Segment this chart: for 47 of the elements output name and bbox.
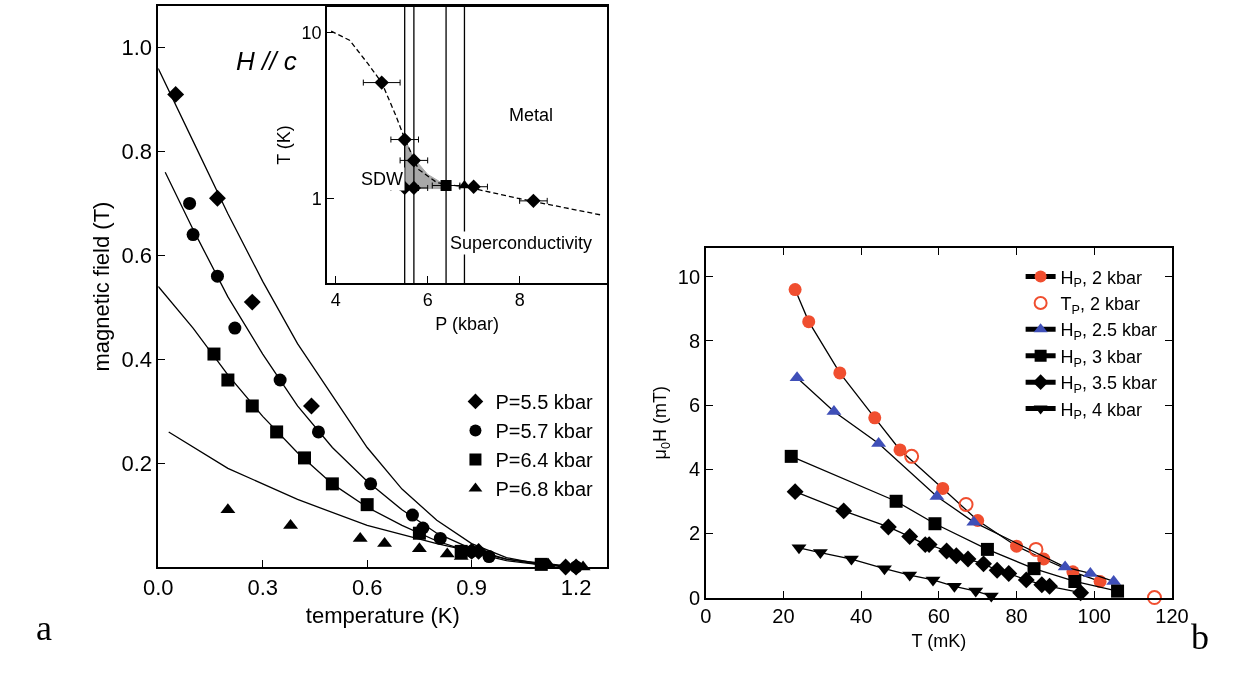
y-tick-label: 0.4 [121, 346, 153, 372]
y-tick-label: 4 [688, 458, 701, 481]
x-tick-label: 6 [422, 290, 433, 311]
legend-label: T$_{P}$, 2 kbar [1060, 293, 1141, 317]
x-tick-label: 8 [514, 290, 525, 311]
x-tick-label: 100 [1077, 605, 1111, 628]
x-tick-label: 40 [850, 605, 873, 628]
legend-label: H$_{P}$, 2 kbar [1060, 267, 1143, 291]
y-axis-title: T (K) [274, 125, 295, 165]
x-tick-label: 60 [927, 605, 950, 628]
legend-label: H$_{P}$, 3 kbar [1060, 346, 1143, 370]
legend-label: H$_{P}$, 2.5 kbar [1060, 320, 1158, 344]
annotation: H // c [236, 46, 297, 76]
x-axis-title: P (kbar) [435, 314, 500, 335]
legend-label: P=6.8 kbar [495, 478, 594, 501]
annotation: Superconductivity [450, 233, 593, 253]
text: b [1191, 617, 1209, 657]
y-tick-label: 0.8 [121, 139, 153, 165]
x-tick-label: 0.0 [142, 575, 174, 601]
legend-label: H$_{P}$, 4 kbar [1060, 399, 1143, 423]
annotation: SDW [361, 169, 403, 189]
x-tick-label: 80 [1005, 605, 1028, 628]
y-axis-title: magnetic field (T) [88, 201, 114, 372]
text: a [36, 608, 52, 648]
y-tick-label: 1.0 [121, 35, 153, 61]
x-tick-label: 1.2 [560, 575, 592, 601]
x-tick-label: 0.6 [351, 575, 383, 601]
x-axis-title: temperature (K) [305, 602, 460, 628]
x-axis-title: T (mK) [911, 630, 967, 651]
y-tick-label: 10 [677, 265, 701, 288]
y-tick-label: 8 [688, 329, 701, 352]
y-tick-label: 0.2 [121, 450, 153, 476]
y-tick-label: 0.6 [121, 243, 153, 269]
x-tick-label: 0.3 [247, 575, 279, 601]
annotation: Metal [509, 105, 554, 125]
x-tick-label: 0.9 [456, 575, 487, 601]
y-tick-label: 2 [688, 522, 701, 545]
legend-label: P=5.7 kbar [495, 420, 594, 443]
x-tick-label: 20 [772, 605, 795, 628]
legend-label: P=5.5 kbar [495, 391, 594, 414]
legend-label: P=6.4 kbar [495, 449, 594, 472]
y-tick-label: 1 [311, 188, 322, 209]
x-tick-label: 4 [330, 290, 341, 311]
x-tick-label: 120 [1155, 605, 1189, 628]
legend-label: H$_{P}$, 3.5 kbar [1060, 373, 1158, 396]
y-tick-label: 10 [301, 22, 322, 43]
y-tick-label: 6 [688, 394, 701, 417]
